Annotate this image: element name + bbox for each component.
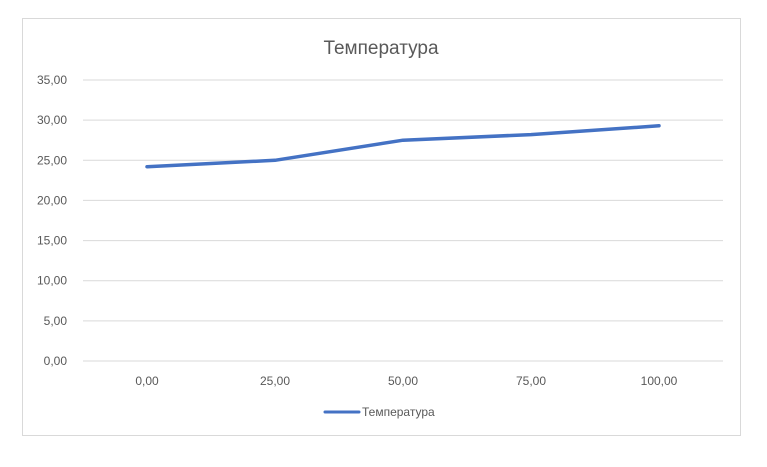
chart-area <box>22 18 741 436</box>
x-tick-label: 50,00 <box>388 374 418 388</box>
legend: Температура <box>323 405 435 419</box>
series-layer <box>145 124 661 169</box>
legend-label-temperature: Температура <box>362 405 435 419</box>
gridlines <box>83 79 723 362</box>
y-tick-label: 0,00 <box>44 354 68 368</box>
y-tick-label: 30,00 <box>37 113 67 127</box>
y-tick-label: 25,00 <box>37 153 67 167</box>
x-tick-label: 25,00 <box>260 374 290 388</box>
y-axis-tick-labels: 0,00 5,00 10,00 15,00 20,00 25,00 30,00 35,00 <box>37 73 67 368</box>
y-tick-label: 15,00 <box>37 234 67 248</box>
y-tick-label: 10,00 <box>37 274 67 288</box>
x-tick-label: 75,00 <box>516 374 546 388</box>
y-tick-label: 35,00 <box>37 73 67 87</box>
x-tick-label: 0,00 <box>135 374 159 388</box>
y-tick-label: 20,00 <box>37 193 67 207</box>
x-tick-label: 100,00 <box>641 374 678 388</box>
x-axis-tick-labels: 0,00 25,00 50,00 75,00 100,00 <box>135 374 677 388</box>
y-tick-label: 5,00 <box>44 314 68 328</box>
chart-title: Температура <box>323 38 439 59</box>
